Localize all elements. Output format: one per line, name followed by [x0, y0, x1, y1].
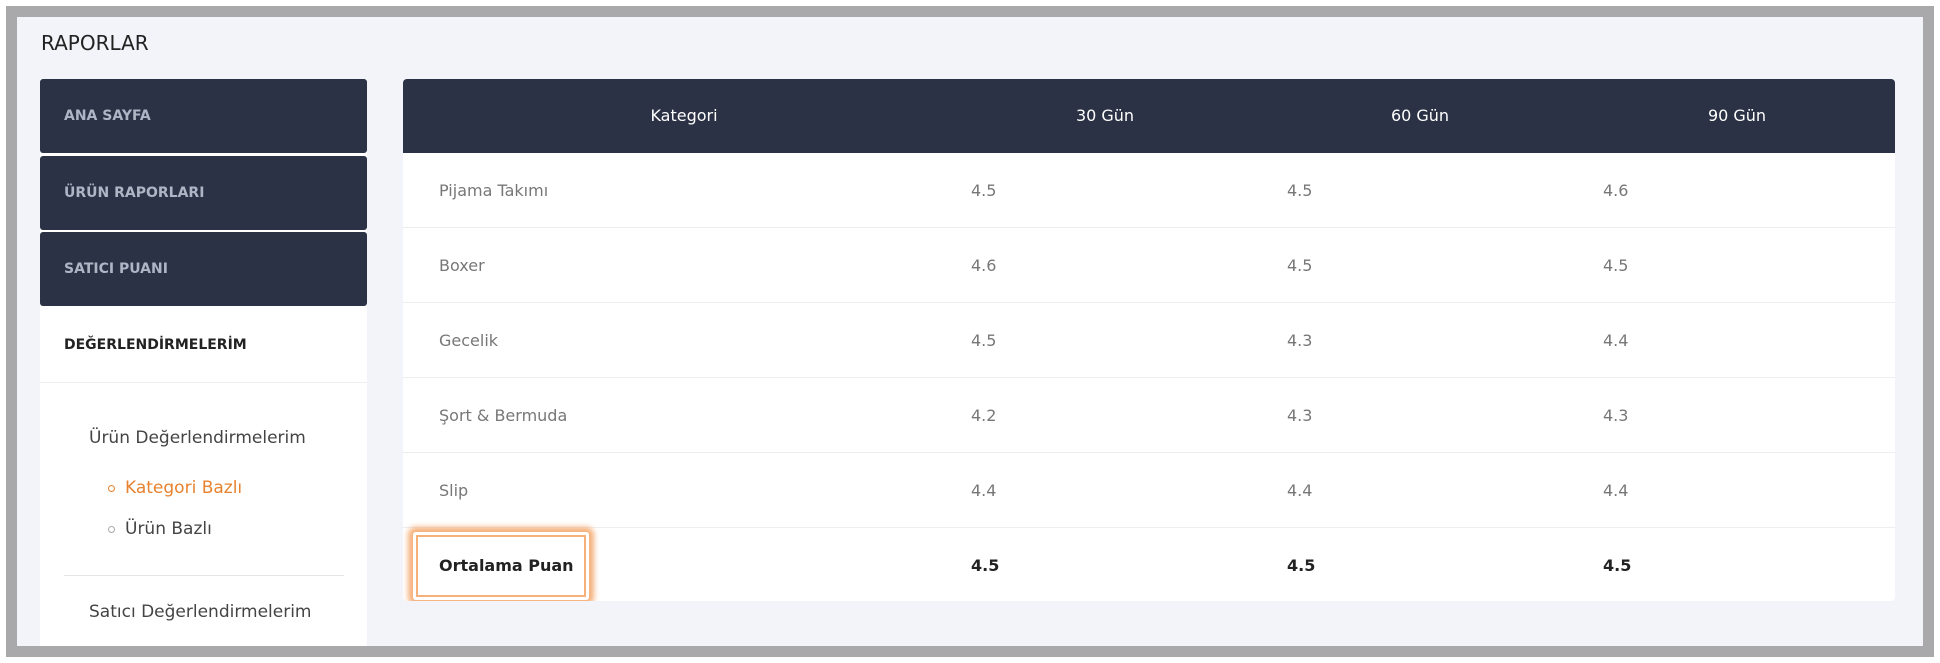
link-text: Ürün Bazlı [125, 519, 212, 539]
table-cell: 4.4 [1603, 331, 1629, 350]
summary-row: Ortalama Puan 4.5 4.5 4.5 [403, 528, 1895, 601]
table-cell: 4.5 [1287, 256, 1313, 275]
highlight-box [413, 532, 589, 600]
table-cell: 4.4 [971, 481, 997, 500]
table-cell: 4.5 [1287, 181, 1313, 200]
table-cell: Gecelik [439, 331, 499, 350]
table-cell: 4.6 [1603, 181, 1629, 200]
table-row: Gecelik 4.5 4.3 4.4 [403, 303, 1895, 378]
table-cell: 4.5 [1603, 256, 1629, 275]
table-cell: 4.5 [971, 181, 997, 200]
column-header: 60 Gün [1390, 106, 1450, 125]
menu-item[interactable]: ANA SAYFA [40, 79, 367, 153]
table-row: Boxer 4.6 4.5 4.5 [403, 228, 1895, 303]
table: Kategori 30 Gün 60 Gün 90 Gün Pijama Takımı… [403, 79, 1895, 601]
table-cell: 4.4 [1287, 481, 1313, 500]
panel: RAPORLAR ANA SAYFA ÜRÜN RAPORLARI SATICI… [17, 17, 1923, 646]
table-cell: Pijama Takımı [439, 181, 549, 200]
submenu-title[interactable]: Ürün Değerlendirmelerim [89, 428, 306, 448]
divider [64, 575, 344, 576]
table-cell: Boxer [439, 256, 485, 275]
column-header: 90 Gün [1707, 106, 1767, 125]
table-cell: 4.4 [1603, 481, 1629, 500]
table-cell: 4.3 [1287, 331, 1313, 350]
table-cell: 4.3 [1603, 406, 1629, 425]
submenu-link[interactable]: Ürün Bazlı [108, 519, 212, 539]
table-cell: 4.3 [1287, 406, 1313, 425]
table-cell: 4.5 [971, 331, 997, 350]
submenu-link[interactable]: Kategori Bazlı [108, 478, 242, 498]
active-menu-item[interactable]: DEĞERLENDİRMELERİM [40, 307, 367, 383]
table-cell: 4.5 [971, 556, 1000, 575]
link-text: Kategori Bazlı [125, 478, 243, 498]
table-cell: Ortalama Puan [439, 556, 574, 575]
table-cell: 4.6 [971, 256, 997, 275]
table-row: Şort & Bermuda 4.2 4.3 4.3 [403, 378, 1895, 453]
table-row: Pijama Takımı 4.5 4.5 4.6 [403, 153, 1895, 228]
menu-item[interactable]: SATICI PUANI [40, 232, 367, 306]
bullet [108, 484, 115, 492]
table-cell: Slip [439, 481, 469, 500]
sidebar: ANA SAYFA ÜRÜN RAPORLARI SATICI PUANI DE… [40, 79, 367, 646]
menu-item[interactable]: Satıcı Değerlendirmelerim [89, 602, 312, 622]
table-header: Kategori 30 Gün 60 Gün 90 Gün [403, 79, 1895, 153]
page-title: RAPORLAR [41, 31, 149, 55]
table-cell: Şort & Bermuda [439, 406, 568, 425]
menu-item[interactable]: ÜRÜN RAPORLARI [40, 156, 367, 230]
table-cell: 4.5 [1287, 556, 1316, 575]
column-header: Kategori [650, 106, 718, 125]
table-cell: 4.5 [1603, 556, 1632, 575]
bullet [108, 525, 115, 533]
table-cell: 4.2 [971, 406, 997, 425]
frame: RAPORLAR ANA SAYFA ÜRÜN RAPORLARI SATICI… [6, 6, 1934, 657]
column-header: 30 Gün [1075, 106, 1135, 125]
table-row: Slip 4.4 4.4 4.4 [403, 453, 1895, 528]
